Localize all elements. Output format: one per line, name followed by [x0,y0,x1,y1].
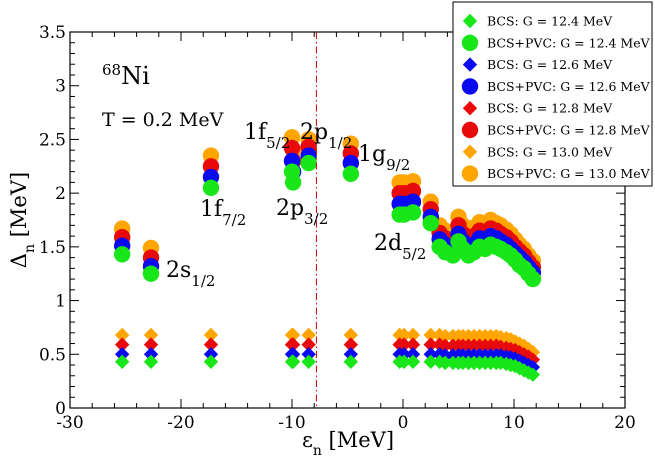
x-tick-label: -20 [167,413,194,433]
data-point [521,349,536,364]
level-label-2p32: 2p3/2 [276,196,328,228]
data-point [143,337,159,352]
y-tick-label: 3.5 [39,23,66,43]
legend-marker [462,101,478,116]
legend-label: BCS: G = 12.8 MeV [487,101,613,116]
data-point [405,337,421,352]
legend-marker [461,165,479,182]
series-1 [114,354,541,382]
y-tick-label: 0 [55,399,66,419]
data-point [203,347,219,362]
data-point [301,327,316,343]
data-point [143,327,159,343]
axis-ticks: -30 -20 -10 0 10 20 0 0.5 1 1.5 2 2.5 3 3.5 [39,23,636,433]
series-2 [113,154,542,288]
data-point [423,327,438,343]
data-point [396,354,412,370]
data-point [114,327,130,343]
legend-box [452,1,653,187]
data-point [301,337,316,352]
legend-marker [462,144,478,159]
data-point [142,265,160,282]
x-tick-label: 0 [398,413,409,433]
legend-marker [461,78,479,95]
data-point [342,165,360,183]
data-point [285,354,301,370]
x-tick-label: 20 [614,413,636,433]
y-tick-label: 2 [55,184,66,204]
data-point [343,347,359,362]
legend-label: BCS: G = 12.6 MeV [487,57,613,72]
data-point [114,337,130,352]
data-point [405,347,421,362]
data-point [422,215,439,232]
y-tick-label: 2.5 [39,130,66,150]
y-tick-label: 1.5 [39,238,66,258]
legend-marker [462,13,478,29]
data-point [423,337,438,352]
data-point [405,327,421,343]
data-markers [113,129,542,382]
data-point [203,327,219,343]
legend-label: BCS+PVC: G = 13.0 MeV [487,166,651,181]
data-point [423,354,438,370]
data-point [343,327,359,343]
data-point [405,354,421,370]
data-point [404,204,422,221]
data-point [301,354,316,370]
data-point [524,270,542,288]
data-point [423,347,438,362]
legend-label: BCS: G = 12.4 MeV [487,14,613,29]
data-point [285,327,301,343]
legend-marker [461,121,479,139]
data-point [114,354,130,370]
level-label-2p12: 2p1/2 [300,120,352,152]
legend-marker [462,57,478,72]
legend-label: BCS+PVC: G = 12.4 MeV [487,35,651,50]
legend: BCS: G = 12.4 MeV BCS+PVC: G = 12.4 MeV BC… [452,1,653,187]
x-tick-label: -10 [278,413,305,433]
legend-marker [461,34,479,51]
y-tick-label: 3 [55,77,66,97]
x-tick-label: 10 [503,413,525,433]
level-label-2s12: 2s1/2 [166,258,215,290]
data-point [285,337,301,352]
nucleus-label: 68Ni [102,61,150,90]
data-point [114,347,130,362]
legend-label: BCS+PVC: G = 12.6 MeV [487,79,651,94]
level-label-1f72: 1f7/2 [200,197,246,229]
legend-label: BCS: G = 13.0 MeV [487,144,613,159]
data-point [284,174,302,191]
data-point [525,367,541,382]
level-label-1g92: 1g9/2 [358,142,410,174]
data-point [283,139,301,157]
y-tick-label: 1 [55,292,66,312]
data-point [203,337,219,352]
data-point [300,154,317,172]
x-axis-title: εn [MeV] [302,428,394,459]
data-point [143,354,159,370]
level-label-1f52: 1f5/2 [244,120,290,152]
y-axis-title: Δn [MeV] [7,172,38,268]
data-point [143,347,159,362]
data-point [202,179,220,196]
series-7 [114,327,541,360]
data-point [343,354,359,370]
plot-frame [69,31,626,409]
data-point [343,337,359,352]
data-point [113,246,131,263]
level-label-2d52: 2d5/2 [374,231,426,263]
y-tick-label: 0.5 [39,345,66,365]
legend-label: BCS+PVC: G = 12.8 MeV [487,123,651,138]
data-point [203,354,219,370]
data-point [301,347,316,362]
temperature-label: T = 0.2 MeV [102,109,224,131]
x-tick-label: -30 [56,413,83,433]
data-point [437,355,453,371]
data-point [521,341,536,357]
